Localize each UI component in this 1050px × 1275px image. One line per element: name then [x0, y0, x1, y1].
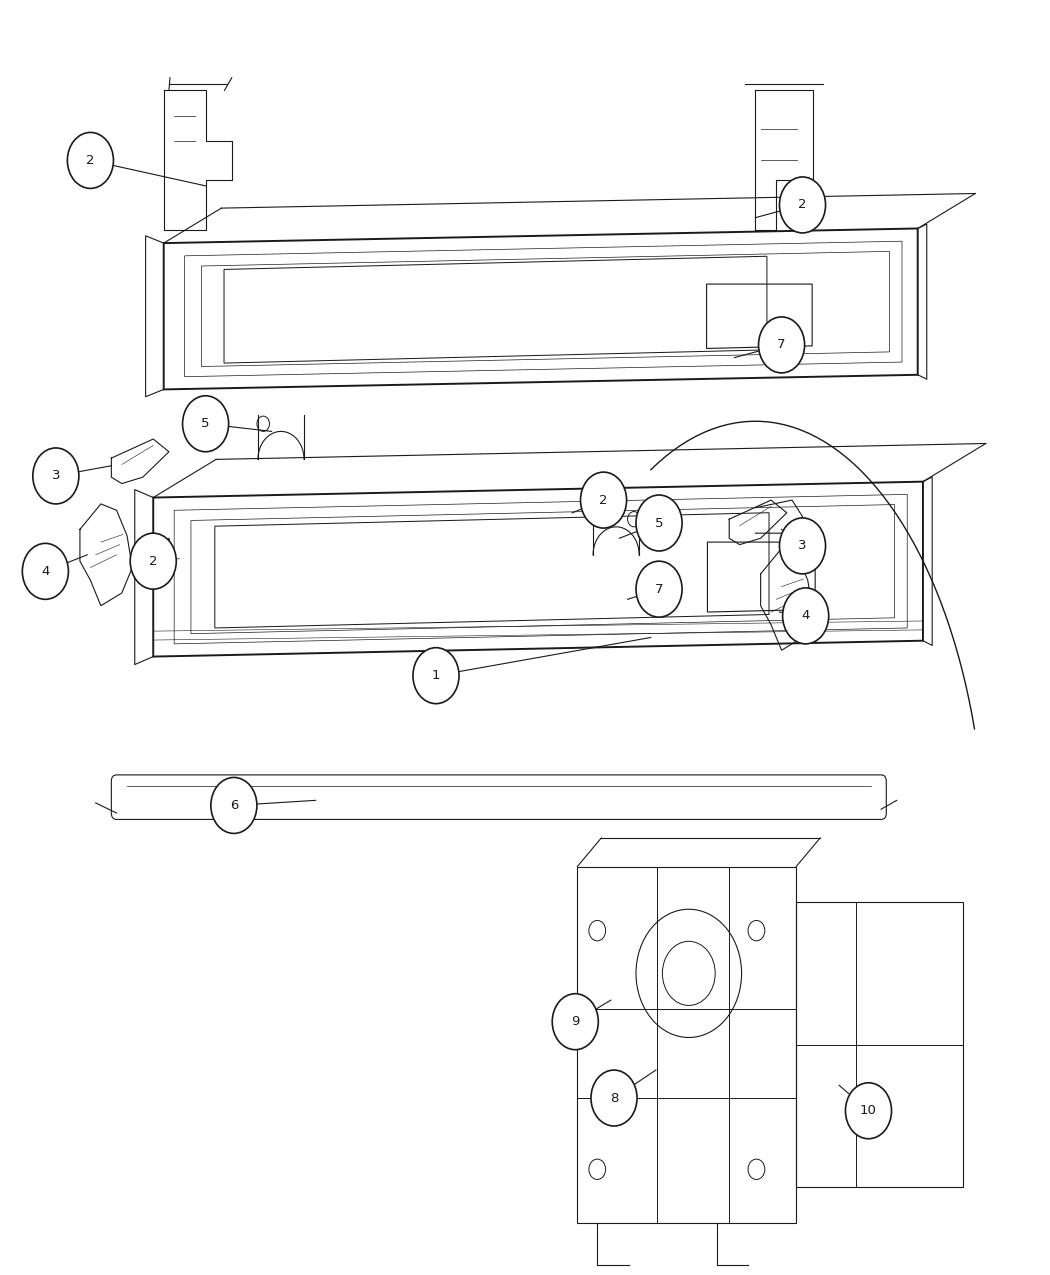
- Text: 3: 3: [798, 539, 806, 552]
- Text: 3: 3: [51, 469, 60, 482]
- Text: 2: 2: [798, 199, 806, 212]
- Text: 4: 4: [41, 565, 49, 578]
- Circle shape: [758, 317, 804, 372]
- Circle shape: [552, 993, 598, 1049]
- Circle shape: [581, 472, 627, 528]
- Text: 2: 2: [86, 154, 94, 167]
- Circle shape: [211, 778, 257, 834]
- Text: 9: 9: [571, 1015, 580, 1028]
- Circle shape: [33, 448, 79, 504]
- Circle shape: [779, 177, 825, 233]
- Circle shape: [636, 495, 682, 551]
- Circle shape: [67, 133, 113, 189]
- Text: 7: 7: [655, 583, 664, 595]
- Text: 5: 5: [202, 417, 210, 430]
- Text: 6: 6: [230, 799, 238, 812]
- Circle shape: [22, 543, 68, 599]
- Text: 7: 7: [777, 338, 785, 352]
- Text: 1: 1: [432, 669, 440, 682]
- Text: 5: 5: [655, 516, 664, 529]
- Text: 8: 8: [610, 1091, 618, 1104]
- Text: 4: 4: [801, 609, 810, 622]
- Circle shape: [591, 1070, 637, 1126]
- Text: 2: 2: [149, 555, 158, 567]
- Circle shape: [130, 533, 176, 589]
- Text: 2: 2: [600, 493, 608, 506]
- Circle shape: [413, 648, 459, 704]
- Circle shape: [782, 588, 828, 644]
- Circle shape: [183, 395, 229, 451]
- Circle shape: [636, 561, 682, 617]
- Text: 10: 10: [860, 1104, 877, 1117]
- Circle shape: [845, 1082, 891, 1139]
- Circle shape: [779, 518, 825, 574]
